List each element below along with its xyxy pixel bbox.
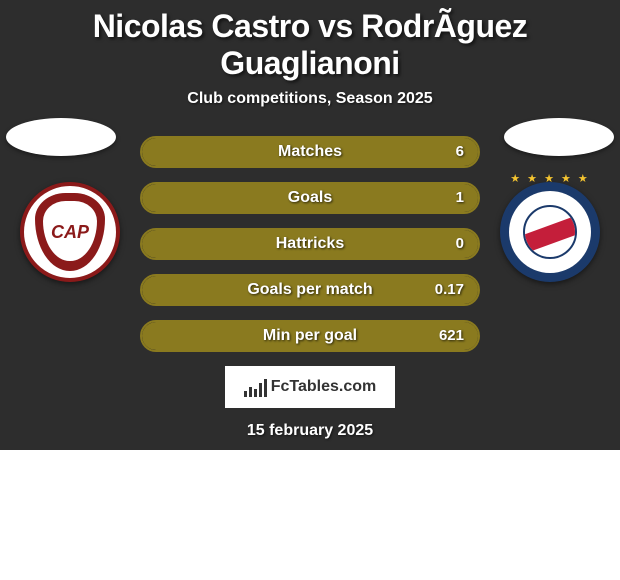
stat-label: Goals [142, 184, 478, 212]
stat-row: Matches 6 [140, 136, 480, 168]
stat-label: Goals per match [142, 276, 478, 304]
stat-value: 6 [456, 138, 464, 166]
club-badge-right: ★ ★ ★ ★ ★ [500, 182, 600, 282]
page-title: Nicolas Castro vs RodrÃ­guez Guaglianoni [0, 8, 620, 82]
stats-list: Matches 6 Goals 1 Hattricks 0 Goals per … [140, 136, 480, 352]
date-text: 15 february 2025 [0, 422, 620, 440]
stat-row: Min per goal 621 [140, 320, 480, 352]
stat-value: 1 [456, 184, 464, 212]
shield-icon: CAP [35, 193, 105, 271]
stat-label: Hattricks [142, 230, 478, 258]
stat-value: 0.17 [435, 276, 464, 304]
player-left-silhouette [6, 118, 116, 156]
stat-row: Hattricks 0 [140, 228, 480, 260]
player-right-silhouette [504, 118, 614, 156]
badge-left-text: CAP [51, 222, 89, 243]
stat-row: Goals per match 0.17 [140, 274, 480, 306]
stat-value: 621 [439, 322, 464, 350]
stat-label: Matches [142, 138, 478, 166]
brand-text: FcTables.com [271, 378, 377, 396]
badge-stars-icon: ★ ★ ★ ★ ★ [504, 172, 596, 185]
comparison-card: Nicolas Castro vs RodrÃ­guez Guaglianoni… [0, 0, 620, 450]
brand-box: FcTables.com [225, 366, 395, 408]
badge-center-icon [523, 205, 577, 259]
bar-chart-icon [244, 377, 267, 397]
club-badge-left: CAP [20, 182, 120, 282]
subtitle: Club competitions, Season 2025 [0, 90, 620, 108]
stat-row: Goals 1 [140, 182, 480, 214]
stat-label: Min per goal [142, 322, 478, 350]
stat-value: 0 [456, 230, 464, 258]
page-whitespace [0, 450, 620, 580]
badge-ring [509, 191, 591, 273]
